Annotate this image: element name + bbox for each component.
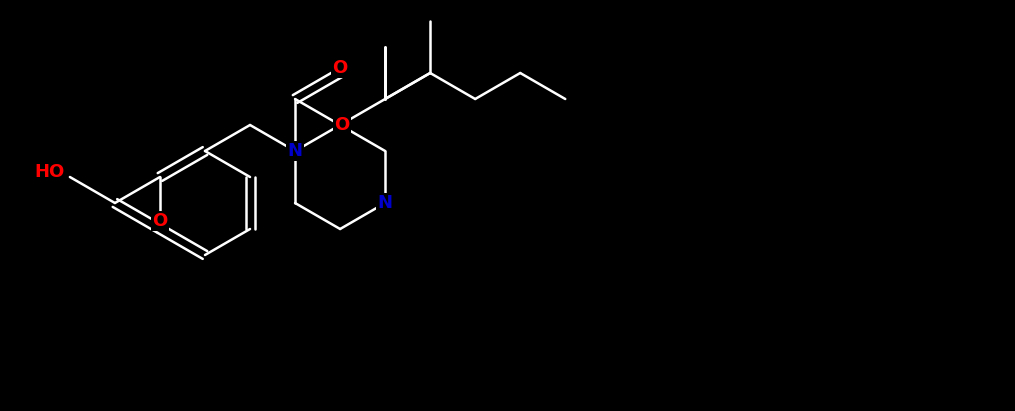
- Text: N: N: [378, 194, 393, 212]
- Text: O: O: [335, 116, 350, 134]
- Text: HO: HO: [35, 163, 65, 181]
- Text: O: O: [152, 212, 167, 230]
- Text: O: O: [333, 59, 348, 77]
- Text: N: N: [287, 142, 302, 160]
